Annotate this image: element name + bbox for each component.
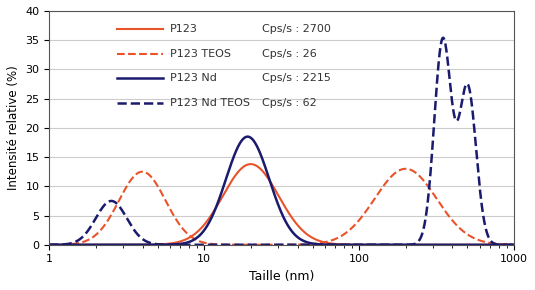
X-axis label: Taille (nm): Taille (nm) bbox=[249, 270, 315, 283]
Y-axis label: Intensité relative (%): Intensité relative (%) bbox=[7, 66, 20, 190]
